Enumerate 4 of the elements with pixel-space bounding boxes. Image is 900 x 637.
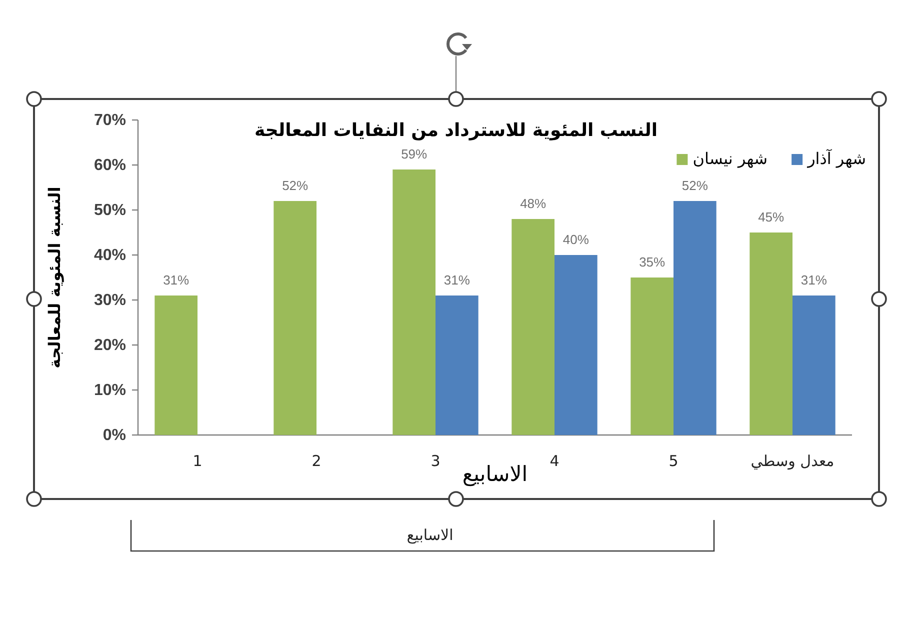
annotation: الاسابيع [406, 526, 454, 544]
xlabel: الاسابيع [462, 462, 528, 486]
title: النسب المئوية للاسترداد من النفايات المعالجة [254, 120, 658, 141]
ylabel: النسبة المئوية للمعالجة [45, 186, 64, 368]
